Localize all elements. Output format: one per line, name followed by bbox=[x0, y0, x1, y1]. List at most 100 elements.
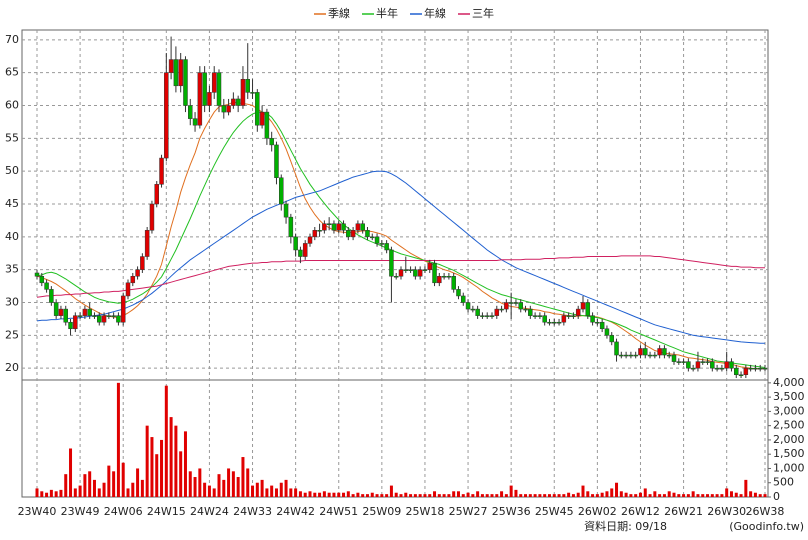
volume-bar bbox=[274, 488, 278, 497]
volume-bar bbox=[648, 494, 652, 497]
y-tick-label: 20 bbox=[5, 361, 19, 374]
candle-body bbox=[370, 236, 375, 239]
volume-bar bbox=[260, 479, 264, 497]
candle-body bbox=[446, 275, 452, 278]
candle-body bbox=[422, 269, 428, 271]
candle-body bbox=[73, 315, 78, 330]
y2-tick-label: 0 bbox=[773, 490, 780, 503]
candle-body bbox=[120, 295, 126, 323]
y2-tick-label: 1,500 bbox=[773, 447, 805, 460]
volume-bar bbox=[155, 454, 159, 497]
volume-bar bbox=[179, 451, 183, 497]
volume-bar bbox=[691, 491, 695, 497]
candle-body bbox=[82, 308, 88, 316]
volume-bar bbox=[605, 491, 609, 497]
candle-body bbox=[307, 236, 313, 244]
volume-bar bbox=[212, 488, 216, 497]
volume-bar bbox=[241, 457, 245, 497]
candle-body bbox=[164, 72, 169, 159]
x-tick-label: 26W12 bbox=[621, 505, 660, 518]
x-tick-label: 24W42 bbox=[276, 505, 315, 518]
volume-bar bbox=[720, 494, 724, 497]
candle-body bbox=[140, 256, 145, 270]
volume-bar bbox=[749, 491, 753, 497]
volume-bar bbox=[682, 494, 686, 497]
volume-bar bbox=[595, 494, 599, 497]
volume-bar bbox=[121, 462, 125, 497]
volume-bar bbox=[394, 492, 398, 497]
volume-bar bbox=[385, 494, 389, 497]
candle-body bbox=[379, 243, 385, 245]
candle-body bbox=[384, 243, 389, 251]
candle-body bbox=[168, 59, 174, 73]
x-tick-label: 25W18 bbox=[406, 505, 445, 518]
volume-bar bbox=[389, 485, 393, 497]
candle-body bbox=[494, 308, 500, 316]
volume-bar bbox=[739, 494, 743, 497]
volume-bar bbox=[528, 494, 532, 497]
candle-body bbox=[738, 374, 744, 376]
volume-bar bbox=[83, 474, 87, 497]
volume-bar bbox=[706, 494, 710, 497]
x-tick-label: 24W33 bbox=[233, 505, 272, 518]
candle-body bbox=[561, 315, 567, 323]
candle-body bbox=[580, 302, 586, 310]
volume-bar bbox=[54, 491, 58, 497]
candle-body bbox=[499, 308, 504, 311]
candle-body bbox=[456, 289, 461, 297]
candle-body bbox=[719, 367, 725, 370]
candle-body bbox=[346, 230, 351, 238]
volume-bar bbox=[404, 492, 408, 497]
candle-body bbox=[355, 223, 361, 231]
candle-body bbox=[326, 223, 332, 225]
volume-bar bbox=[246, 468, 250, 497]
volume-bar bbox=[198, 468, 202, 497]
candle-body bbox=[188, 105, 193, 119]
candle-body bbox=[116, 315, 121, 323]
candle-body bbox=[575, 308, 581, 316]
candle-body bbox=[250, 92, 255, 94]
x-tick-label: 26W38 bbox=[746, 505, 785, 518]
candle-body bbox=[322, 223, 327, 231]
volume-bar bbox=[289, 488, 293, 497]
volume-bar bbox=[696, 494, 700, 497]
plot-frame bbox=[21, 29, 769, 498]
volume-bar bbox=[447, 494, 451, 497]
volume-bar bbox=[164, 385, 168, 497]
volume-bar bbox=[423, 494, 427, 497]
volume-bar bbox=[662, 494, 666, 497]
volume-bar bbox=[581, 485, 585, 497]
x-tick-label: 25W27 bbox=[449, 505, 488, 518]
volume-bar bbox=[183, 431, 187, 497]
candle-body bbox=[245, 78, 250, 93]
x-tick-label: 24W24 bbox=[190, 505, 229, 518]
ma-line bbox=[36, 111, 766, 368]
y2-tick-label: 2,500 bbox=[773, 419, 805, 432]
candle-body bbox=[393, 275, 399, 278]
volume-bar bbox=[452, 491, 456, 497]
volume-bar bbox=[361, 494, 365, 497]
volume-bar bbox=[715, 494, 719, 497]
candle-body bbox=[231, 98, 236, 106]
volume-bar bbox=[643, 488, 647, 497]
candle-body bbox=[403, 269, 409, 271]
volume-bar bbox=[193, 477, 197, 497]
candle-body bbox=[537, 315, 543, 317]
candle-body bbox=[695, 361, 701, 369]
volume-bar bbox=[140, 479, 144, 497]
candle-body bbox=[221, 105, 227, 113]
volume-bar bbox=[169, 417, 173, 497]
volume-bar bbox=[217, 474, 221, 497]
x-tick-label: 25W45 bbox=[535, 505, 574, 518]
volume-bar bbox=[251, 485, 255, 497]
volume-bar bbox=[327, 492, 331, 497]
candle-body bbox=[647, 354, 653, 357]
candle-body bbox=[666, 354, 672, 357]
candle-body bbox=[676, 361, 682, 363]
legend-label: 年線 bbox=[424, 6, 446, 20]
volume-bar bbox=[514, 489, 518, 497]
volume-bar bbox=[188, 471, 192, 497]
candle-body bbox=[753, 367, 758, 370]
candle-body bbox=[269, 138, 274, 146]
